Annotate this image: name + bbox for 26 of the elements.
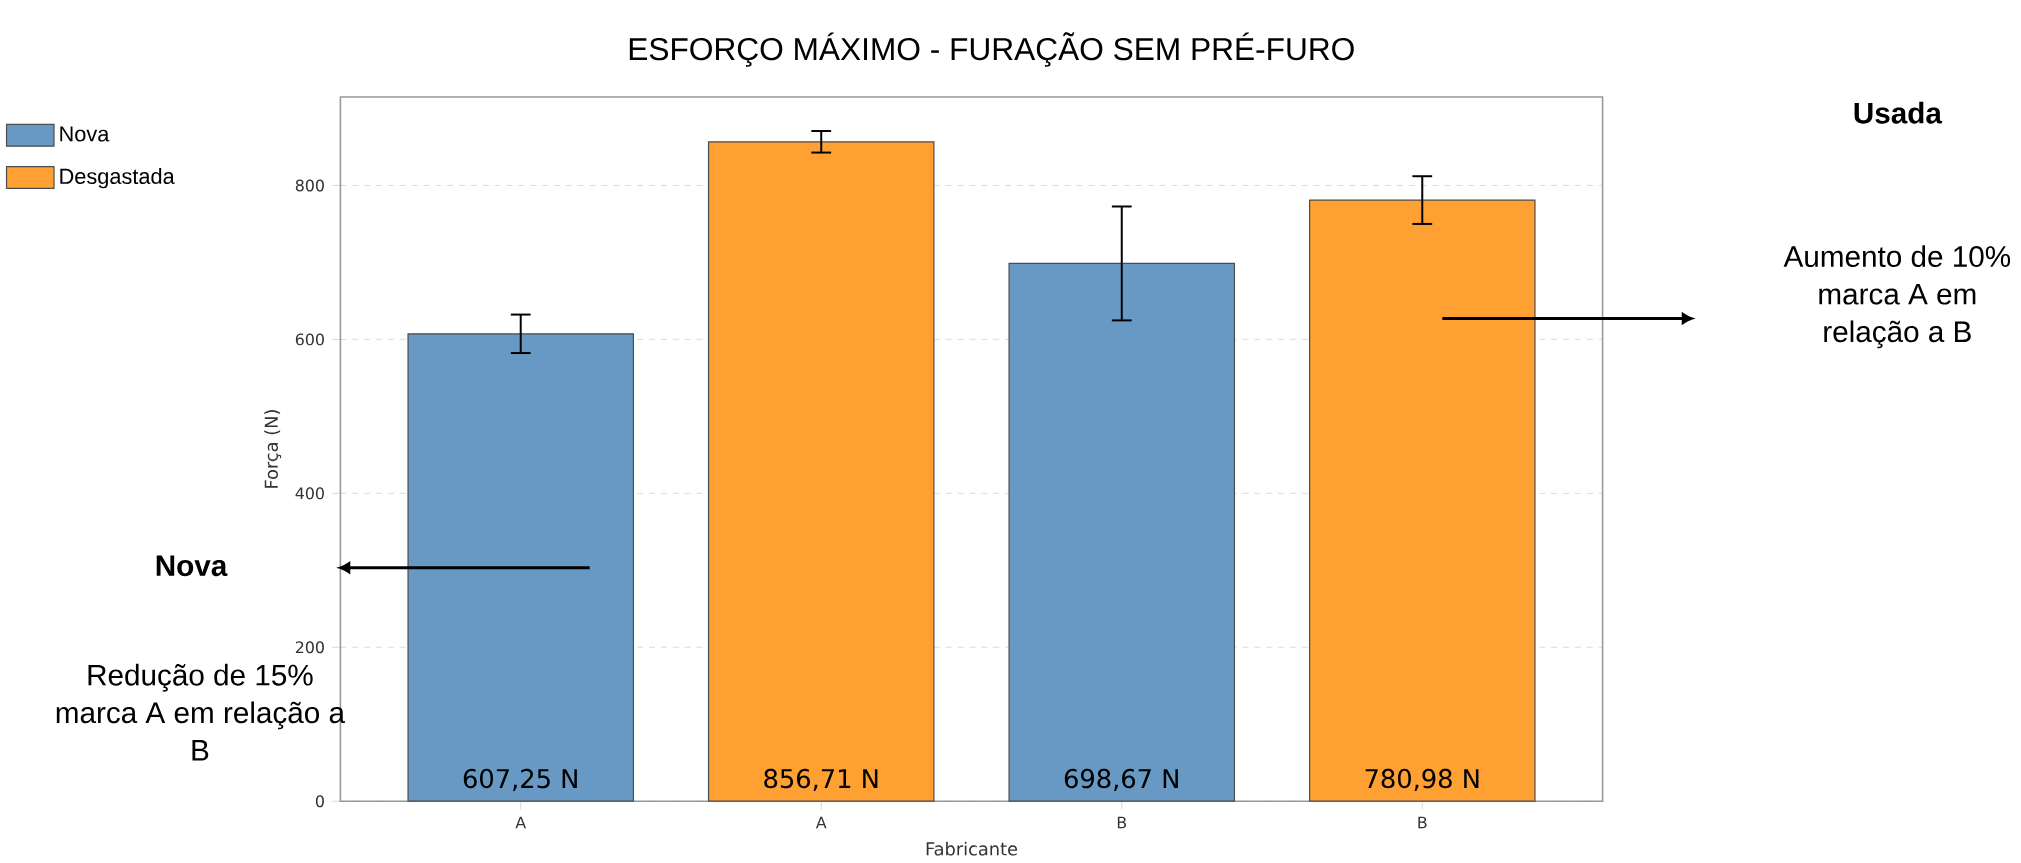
data-label: 607,25 N [463,769,577,792]
data-label: 780,98 N [1365,769,1479,792]
bar [707,141,935,803]
x-tick-label: B [1418,816,1427,829]
x-tick-label: A [815,816,827,829]
y-tick-label: 800 [295,179,324,192]
legend-label: Nova [60,126,110,142]
bar [1008,263,1236,803]
annotation: Redução de 15% marca A em relação a B [56,664,346,761]
legend-label: Desgastada [60,168,175,189]
y-tick-label: 0 [315,795,324,808]
data-label: 698,67 N [1064,769,1178,792]
y-tick-label: 400 [295,487,324,500]
text: Aumento de 10% marca A em relação a B [1783,245,2011,349]
x-axis-title: Fabricante [926,841,1018,856]
y-axis-title: Força (N) [264,410,282,489]
bar [407,333,635,803]
chart-title: ESFORÇO MÁXIMO - FURAÇÃO SEM PRÉ-FURO [629,32,1354,67]
bar [1308,199,1536,803]
x-tick-label: B [1117,816,1127,829]
y-tick-label: 600 [295,333,324,346]
text: Nova [156,555,228,577]
text: Usada [1854,102,1943,124]
data-label: 856,71 N [764,769,878,792]
x-tick-label: A [515,816,526,829]
y-tick-label: 200 [295,641,324,654]
